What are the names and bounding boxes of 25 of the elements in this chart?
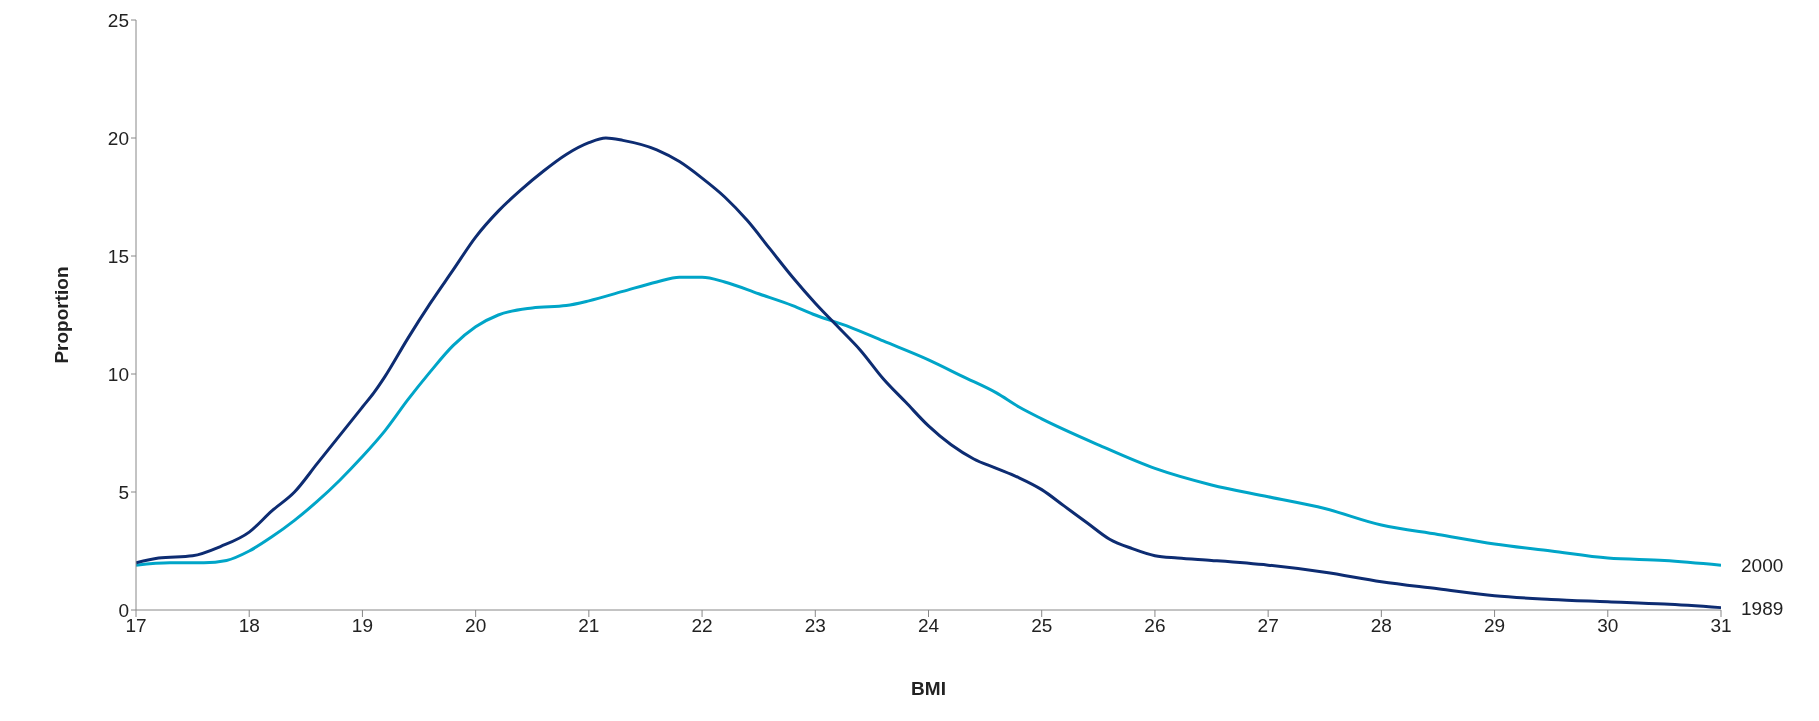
series-label: 2000	[1741, 555, 1784, 577]
y-tick-label: 20	[107, 127, 129, 149]
x-tick-label: 27	[1257, 615, 1279, 637]
x-tick-label: 24	[917, 615, 940, 637]
x-tick-label: 18	[238, 615, 260, 637]
x-tick-label: 20	[465, 615, 487, 637]
x-tick-label: 30	[1597, 615, 1619, 637]
x-tick-label: 23	[804, 615, 826, 637]
x-tick-label: 21	[578, 615, 600, 637]
x-tick-label: 29	[1484, 615, 1506, 637]
x-tick-label: 28	[1370, 615, 1392, 637]
series-label: 1989	[1741, 597, 1784, 619]
x-axis-title: BMI	[911, 678, 946, 699]
x-tick-label: 22	[691, 615, 713, 637]
y-tick-label: 15	[107, 245, 129, 267]
x-tick-label: 31	[1710, 615, 1732, 637]
x-tick-label: 26	[1144, 615, 1166, 637]
line-series	[136, 275, 1721, 567]
y-axis-title: Proportion	[50, 266, 72, 364]
y-tick-label: 10	[107, 363, 129, 385]
y-tick-label: 25	[107, 9, 129, 31]
y-tick-label: 0	[118, 599, 129, 621]
y-tick-label: 5	[118, 481, 129, 503]
x-tick-label: 19	[351, 615, 373, 637]
x-tick-label: 25	[1031, 615, 1053, 637]
